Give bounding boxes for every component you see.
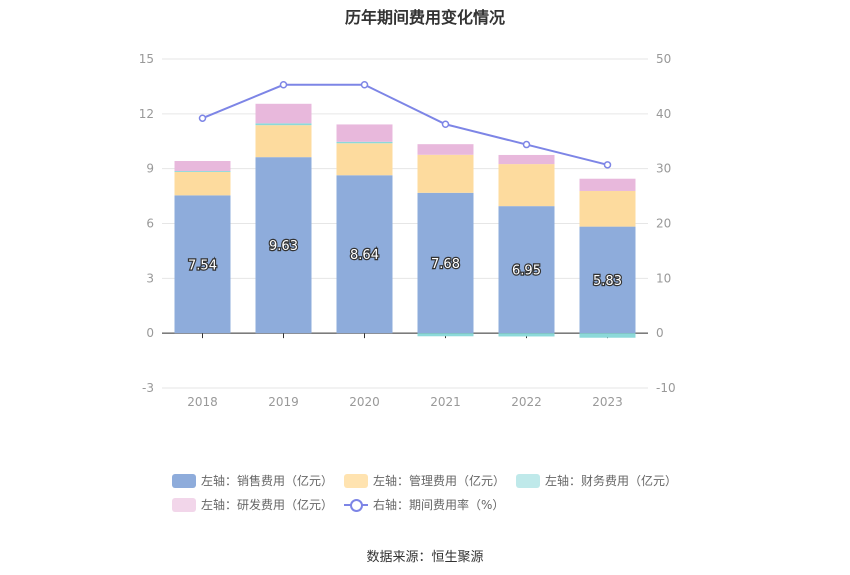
bar-rd-2020 [336,124,393,142]
legend-label-admin: 左轴：管理费用（亿元） [373,474,506,488]
chart-title: 历年期间费用变化情况 [344,8,505,27]
point-expense-ratio-2021 [441,120,450,129]
data-label-sales: 5.83 [593,274,622,289]
legend-item-expense-ratio[interactable]: 右轴：期间费用率（%） [344,496,504,513]
bar-finance-2023 [579,333,636,338]
legend-item-finance[interactable]: 左轴：财务费用（亿元） [516,472,677,489]
bar-admin-2022 [498,164,555,207]
bar-rd-2022 [498,154,555,165]
bar-finance-2019 [255,123,312,126]
x-tick-label: 2022 [511,395,542,409]
legend-item-admin[interactable]: 左轴：管理费用（亿元） [344,472,505,489]
bar-layer [174,103,636,338]
y-right-tick-label: 50 [656,52,671,66]
bar-admin-2020 [336,143,393,176]
legend-label-finance: 左轴：财务费用（亿元） [545,474,678,488]
legend-label-expense-ratio: 右轴：期间费用率（%） [373,498,505,512]
bar-admin-2018 [174,171,231,196]
bar-admin-2019 [255,125,312,158]
x-tick-label: 2019 [268,395,299,409]
y-right-tick-label: -10 [656,381,676,395]
bar-rd-2018 [174,160,231,172]
legend-swatch-rd [172,497,196,512]
legend-swatch-expense-ratio [344,498,368,512]
bar-sales-2022 [498,206,555,334]
bar-finance-2018 [174,171,231,172]
bar-finance-2020 [336,141,393,144]
y-left-tick-label: 0 [146,326,154,340]
grid-layer [162,58,648,389]
data-label-sales: 8.64 [350,248,379,263]
legend-swatch-admin [344,473,368,488]
legend-label-rd: 左轴：研发费用（亿元） [201,498,334,512]
y-right-tick-label: 10 [656,271,671,285]
bar-sales-2018 [174,195,231,334]
line-expense-ratio [202,83,608,166]
bar-sales-2023 [579,226,636,334]
bar-sales-2019 [255,157,312,334]
bar-finance-2021 [417,333,474,337]
x-tick-label: 2020 [349,395,380,409]
point-expense-ratio-2019 [279,81,288,89]
legend-swatch-finance [516,473,540,488]
bar-sales-2021 [417,192,474,334]
x-tick-label: 2018 [187,395,218,409]
legend-item-sales[interactable]: 左轴：销售费用（亿元） [172,472,333,489]
bar-admin-2021 [417,154,474,193]
source-note: 数据来源：恒生聚源 [366,550,484,565]
y-left-tick-label: 12 [139,107,154,121]
bar-admin-2023 [579,190,636,227]
y-right-tick-label: 20 [656,217,671,231]
legend-swatch-sales [172,473,196,488]
data-label-sales: 9.63 [269,239,298,254]
x-tick-label: 2023 [592,395,623,409]
y-right-tick-label: 40 [656,107,671,121]
label-layer: 7.54 9.63 8.64 7.68 6.95 5.83 [187,238,623,290]
legend-label-sales: 左轴：销售费用（亿元） [201,474,334,488]
y-left-tick-label: 9 [146,162,154,176]
bar-rd-2021 [417,144,474,155]
legend-item-rd[interactable]: 左轴：研发费用（亿元） [172,496,333,513]
data-label-sales: 7.68 [431,257,460,272]
point-expense-ratio-2022 [522,140,531,149]
y-right-tick-label: 30 [656,162,671,176]
y-left-tick-label: 15 [139,52,154,66]
data-label-sales: 6.95 [512,264,541,279]
y-right-tick-label: 0 [656,326,664,340]
point-expense-ratio-2018 [198,114,207,122]
y-left-tick-label: 6 [146,217,154,231]
bar-rd-2019 [255,103,312,124]
x-tick-label: 2021 [430,395,461,409]
y-left-tick-label: 3 [146,271,154,285]
point-expense-ratio-2020 [360,81,369,89]
bar-sales-2020 [336,175,393,334]
data-label-sales: 7.54 [188,258,217,273]
bar-finance-2022 [498,333,555,337]
line-layer [198,81,612,169]
point-expense-ratio-2023 [603,161,612,169]
bar-rd-2023 [579,178,636,191]
y-left-tick-label: -3 [142,381,154,395]
